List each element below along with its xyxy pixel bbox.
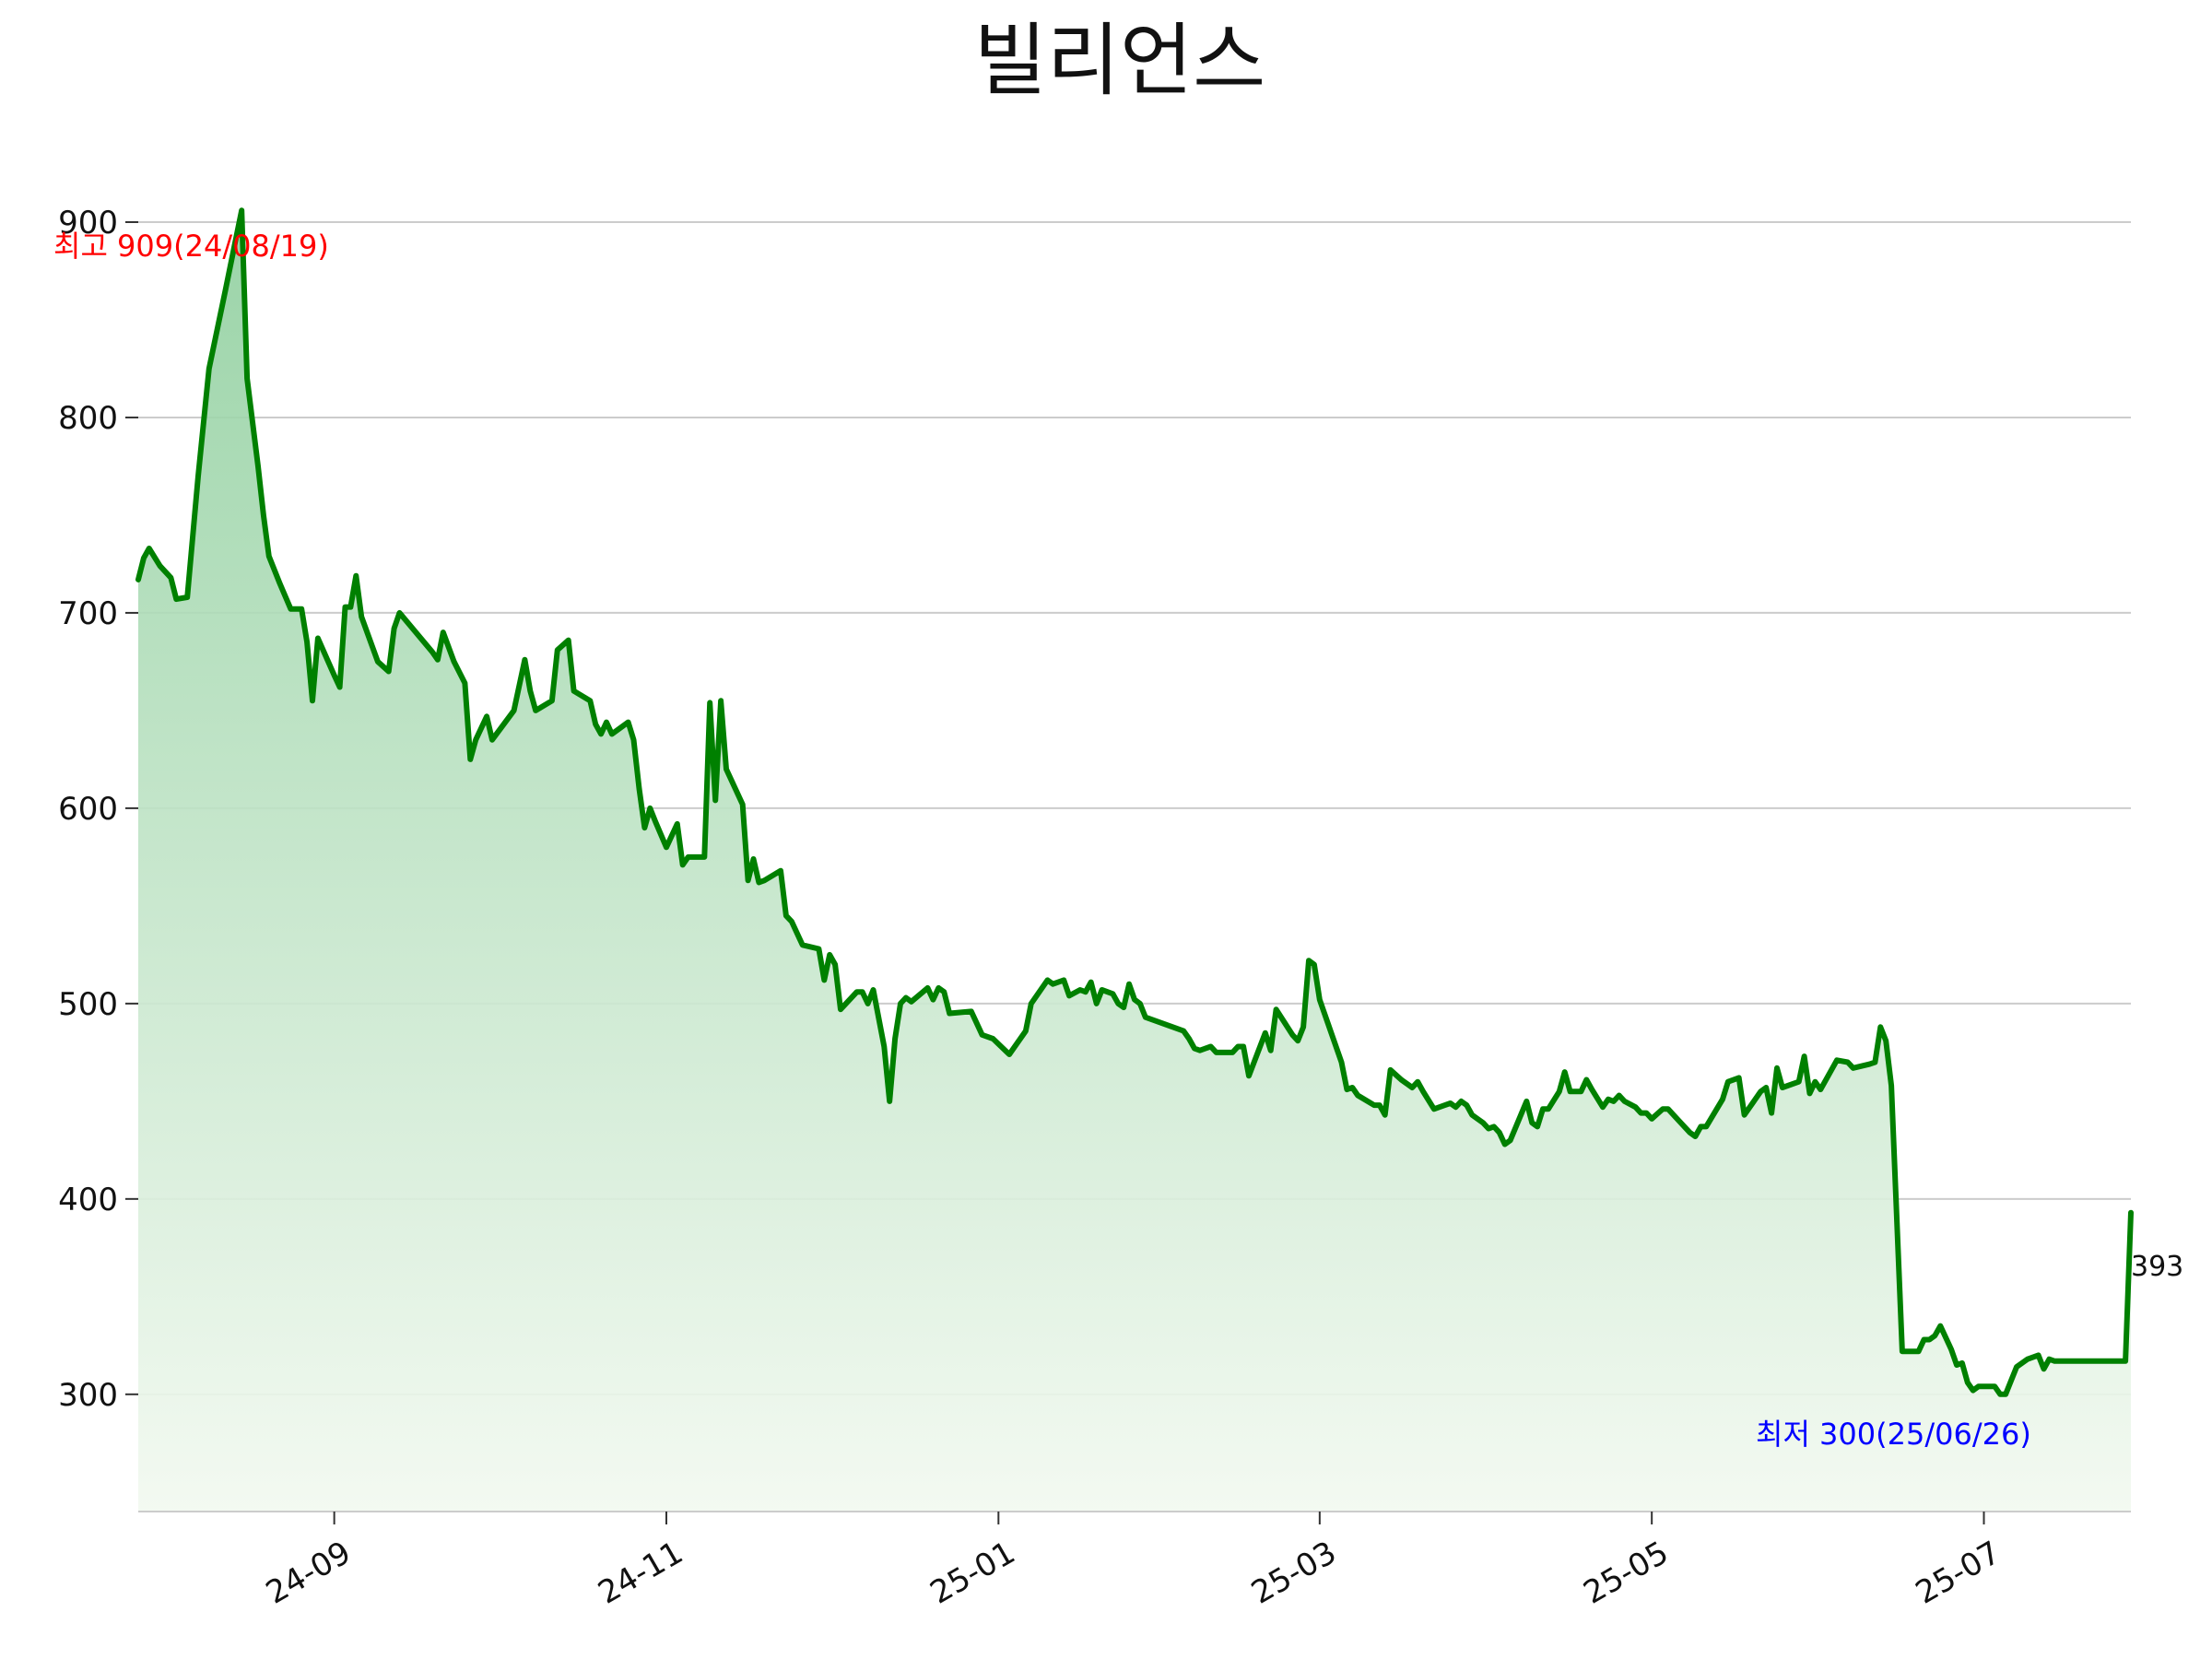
y-tick-label: 600 xyxy=(58,791,118,828)
x-tick-label: 25-05 xyxy=(1578,1535,1676,1612)
x-tick-label: 24-09 xyxy=(260,1535,358,1612)
min-price-annotation: 최저 300(25/06/26) xyxy=(1756,1417,2031,1452)
y-tick-label: 400 xyxy=(58,1182,118,1218)
chart-title: 빌리언스 xyxy=(974,15,1265,107)
last-price-annotation: 393 xyxy=(2131,1251,2183,1283)
y-tick-label: 900 xyxy=(58,205,118,241)
y-tick-label: 500 xyxy=(58,986,118,1023)
y-tick-label: 800 xyxy=(58,400,118,437)
y-axis: 300 400 500 600 700 800 900 xyxy=(58,205,138,1414)
price-line xyxy=(135,207,2134,1397)
x-tick-label: 25-01 xyxy=(924,1535,1022,1612)
max-price-annotation: 최고 909(24/08/19) xyxy=(53,229,329,264)
x-tick-label: 25-07 xyxy=(1910,1535,2007,1612)
x-tick-label: 25-03 xyxy=(1245,1535,1343,1612)
price-area-fill xyxy=(138,210,2131,1512)
y-tick-label: 700 xyxy=(58,595,118,632)
x-tick-label: 24-11 xyxy=(592,1535,689,1612)
x-axis: 24-09 24-11 25-01 25-03 25-05 25-07 xyxy=(260,1512,2006,1612)
y-tick-label: 300 xyxy=(58,1377,118,1414)
